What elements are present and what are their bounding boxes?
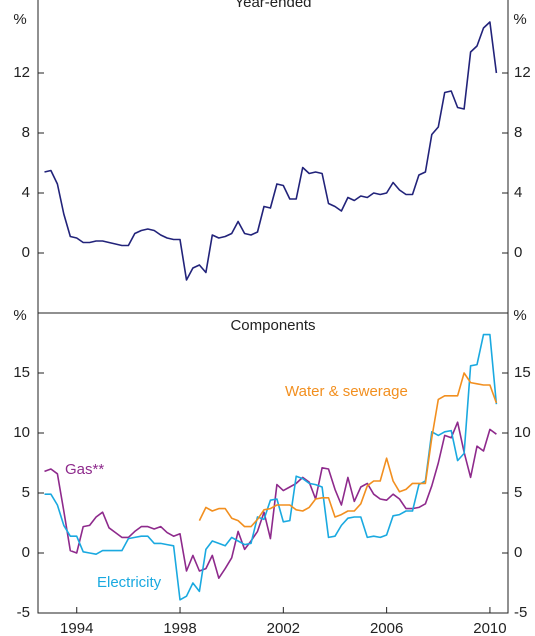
series-line — [44, 21, 498, 281]
y-tick-label: 0 — [514, 544, 522, 561]
unit-label: % — [513, 307, 526, 324]
unit-label: % — [13, 307, 26, 324]
unit-label: % — [13, 11, 26, 28]
series-line — [44, 333, 498, 601]
y-tick-label: 15 — [514, 364, 531, 381]
y-tick-label: 4 — [514, 184, 522, 201]
y-tick-label: 4 — [22, 184, 30, 201]
panel-frame — [37, 312, 509, 614]
y-tick-label: 8 — [22, 124, 30, 141]
series-label: Gas** — [65, 461, 104, 478]
y-tick-label: 5 — [514, 484, 522, 501]
x-tick-label: 2006 — [370, 620, 403, 636]
y-tick-label: 5 — [22, 484, 30, 501]
y-tick-label: 15 — [13, 364, 30, 381]
series-line — [198, 372, 498, 528]
x-tick-label: 2010 — [473, 620, 506, 636]
unit-label: % — [513, 11, 526, 28]
panel-frame — [37, 0, 509, 314]
x-tick-label: 1998 — [163, 620, 196, 636]
y-tick-label: 0 — [22, 244, 30, 261]
y-tick-label: 12 — [13, 64, 30, 81]
series-label: Water & sewerage — [285, 383, 408, 400]
series-line — [44, 421, 497, 579]
y-tick-label: 0 — [514, 244, 522, 261]
series-label: Electricity — [97, 574, 162, 591]
x-tick-label: 1994 — [60, 620, 93, 636]
y-tick-label: 0 — [22, 544, 30, 561]
y-tick-label: -5 — [514, 604, 527, 621]
y-tick-label: -5 — [17, 604, 30, 621]
y-tick-label: 12 — [514, 64, 531, 81]
panel-title: Components — [230, 317, 315, 334]
y-tick-label: 10 — [514, 424, 531, 441]
y-tick-label: 8 — [514, 124, 522, 141]
x-tick-label: 2002 — [267, 620, 300, 636]
y-tick-label: 10 — [13, 424, 30, 441]
panel-title: Year-ended — [234, 0, 311, 11]
